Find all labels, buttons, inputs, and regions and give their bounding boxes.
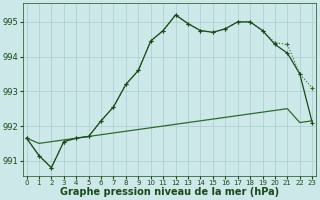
X-axis label: Graphe pression niveau de la mer (hPa): Graphe pression niveau de la mer (hPa) bbox=[60, 187, 279, 197]
